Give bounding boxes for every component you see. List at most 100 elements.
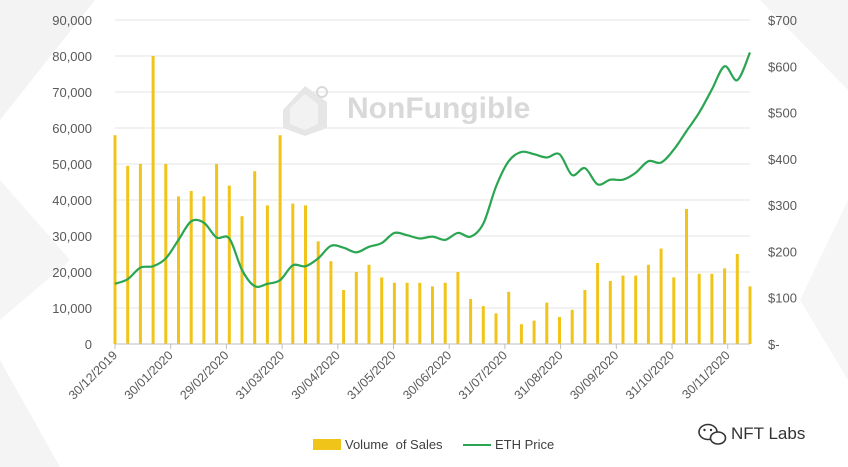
bar — [685, 209, 688, 344]
x-tick-label: 30/01/2020 — [122, 348, 176, 402]
bar — [558, 317, 561, 344]
bar — [659, 248, 663, 344]
volume-bars — [113, 56, 752, 344]
right-tick-label: $500 — [768, 106, 797, 121]
bar — [392, 282, 396, 344]
left-tick-label: 40,000 — [52, 193, 92, 208]
bar — [291, 203, 295, 344]
gridlines — [115, 19, 750, 309]
bar — [723, 268, 727, 344]
right-tick-label: $300 — [768, 198, 797, 213]
right-tick-label: $- — [768, 337, 780, 352]
bar — [316, 241, 320, 344]
bar — [494, 313, 498, 344]
right-tick-label: $600 — [768, 59, 797, 74]
bar — [253, 171, 257, 344]
bar — [710, 273, 714, 344]
badge-text: NFT Labs — [731, 424, 805, 443]
bar — [735, 254, 739, 344]
bar — [456, 272, 460, 344]
x-tick-label: 31/07/2020 — [456, 348, 510, 402]
bar — [481, 306, 485, 344]
bar — [431, 286, 434, 344]
watermark-text: NonFungible — [347, 92, 530, 125]
eth-price-path — [114, 51, 752, 288]
bar — [545, 302, 549, 344]
bar — [138, 164, 142, 344]
left-tick-label: 90,000 — [52, 13, 92, 28]
bar — [177, 196, 180, 344]
bar — [634, 275, 638, 344]
legend-swatch-volume — [313, 439, 341, 450]
bar — [265, 205, 269, 344]
bar — [469, 299, 473, 344]
bar — [405, 282, 409, 344]
bar — [151, 56, 155, 344]
x-tick-label: 30/11/2020 — [679, 348, 733, 402]
x-tick-label: 31/05/2020 — [344, 348, 398, 402]
bar — [748, 286, 752, 344]
right-tick-label: $200 — [768, 244, 797, 259]
left-axis-ticks: 0 10,000 20,000 30,000 40,000 50,000 60,000 70,… — [52, 13, 92, 352]
left-tick-label: 10,000 — [52, 301, 92, 316]
left-tick-label: 50,000 — [52, 157, 92, 172]
bar — [443, 282, 447, 344]
bar — [532, 320, 536, 344]
bar — [570, 309, 574, 344]
bar — [354, 272, 358, 344]
left-tick-label: 60,000 — [52, 121, 92, 136]
left-tick-label: 30,000 — [52, 229, 92, 244]
bar — [189, 191, 193, 344]
bar — [227, 185, 231, 344]
x-tick-label: 31/03/2020 — [233, 348, 287, 402]
right-tick-label: $100 — [768, 291, 797, 306]
bar — [367, 264, 371, 344]
bar — [646, 264, 650, 344]
x-axis-ticks: 30/12/2019 30/01/2020 29/02/2020 31/03/2020… — [66, 348, 733, 402]
left-tick-label: 0 — [85, 337, 92, 352]
right-tick-label: $400 — [768, 152, 797, 167]
x-tick-label: 30/04/2020 — [289, 348, 343, 402]
watermark: NonFungible — [283, 86, 530, 136]
legend-label-eth: ETH Price — [495, 437, 554, 452]
x-tick-label: 29/02/2020 — [177, 348, 231, 402]
x-tick-label: 30/09/2020 — [567, 348, 621, 402]
bar — [672, 277, 676, 344]
bar — [240, 216, 244, 344]
bar — [164, 164, 168, 344]
bar — [583, 290, 587, 344]
legend: Volume of Sales ETH Price — [313, 437, 554, 452]
bar — [596, 263, 600, 344]
nft-labs-badge: NFT Labs — [698, 423, 805, 445]
x-tick-label: 31/10/2020 — [623, 348, 677, 402]
bar — [621, 275, 625, 344]
left-tick-label: 80,000 — [52, 49, 92, 64]
axes — [114, 343, 750, 349]
x-tick-label: 31/08/2020 — [512, 348, 566, 402]
bar — [380, 277, 384, 344]
bar — [278, 135, 282, 344]
left-tick-label: 70,000 — [52, 85, 92, 100]
bar — [202, 196, 206, 344]
bar — [608, 281, 612, 344]
wechat-icon — [698, 423, 727, 445]
bar — [519, 324, 523, 344]
right-tick-label: $700 — [768, 13, 797, 28]
bar — [418, 282, 422, 344]
legend-label-volume: Volume of Sales — [345, 437, 443, 452]
bar — [507, 291, 511, 344]
bar — [304, 205, 307, 344]
x-tick-label: 30/12/2019 — [66, 348, 120, 402]
x-tick-label: 30/06/2020 — [400, 348, 454, 402]
bar — [697, 273, 701, 344]
bar — [113, 135, 117, 344]
bar — [342, 290, 346, 344]
left-tick-label: 20,000 — [52, 265, 92, 280]
right-axis-ticks: $- $100 $200 $300 $400 $500 $600 $700 — [768, 13, 797, 352]
bar — [329, 261, 333, 344]
nonfungible-logo-icon — [283, 86, 328, 136]
eth-price-line — [114, 51, 752, 288]
bar — [215, 164, 219, 344]
